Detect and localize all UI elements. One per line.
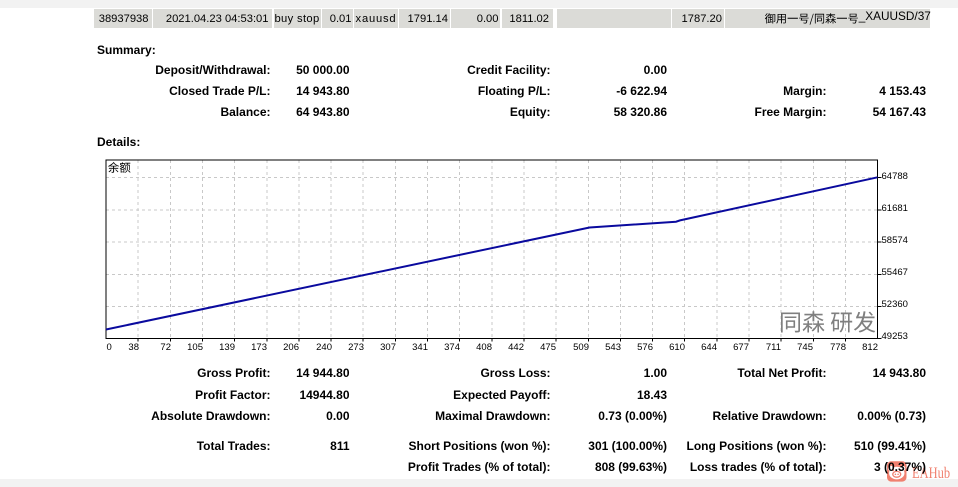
svg-text:55467: 55467 xyxy=(882,267,908,278)
svg-text:64788: 64788 xyxy=(882,171,908,182)
svg-text:58574: 58574 xyxy=(882,235,908,246)
svg-text:610: 610 xyxy=(669,342,685,353)
svg-text:778: 778 xyxy=(830,342,846,353)
svg-text:341: 341 xyxy=(412,342,428,353)
svg-text:812: 812 xyxy=(862,342,878,353)
svg-text:711: 711 xyxy=(766,342,781,353)
svg-text:745: 745 xyxy=(797,342,813,353)
svg-text:408: 408 xyxy=(476,342,492,353)
svg-text:206: 206 xyxy=(283,342,299,353)
svg-text:61681: 61681 xyxy=(882,203,908,214)
svg-text:240: 240 xyxy=(316,342,332,353)
svg-text:374: 374 xyxy=(444,342,460,353)
svg-text:EAHub: EAHub xyxy=(912,465,950,483)
svg-text:509: 509 xyxy=(573,342,589,353)
svg-text:677: 677 xyxy=(733,342,749,353)
svg-text:307: 307 xyxy=(380,342,396,353)
svg-text:72: 72 xyxy=(160,342,171,353)
svg-text:52360: 52360 xyxy=(882,299,908,310)
svg-text:38: 38 xyxy=(128,342,139,353)
svg-text:576: 576 xyxy=(637,342,653,353)
svg-text:173: 173 xyxy=(251,342,267,353)
svg-text:442: 442 xyxy=(508,342,524,353)
svg-text:0: 0 xyxy=(107,342,112,353)
svg-text:139: 139 xyxy=(219,342,235,353)
svg-text:105: 105 xyxy=(187,342,203,353)
svg-text:644: 644 xyxy=(701,342,717,353)
svg-text:49253: 49253 xyxy=(882,331,908,342)
svg-text:475: 475 xyxy=(540,342,556,353)
svg-text:543: 543 xyxy=(605,342,621,353)
svg-text:273: 273 xyxy=(348,342,364,353)
